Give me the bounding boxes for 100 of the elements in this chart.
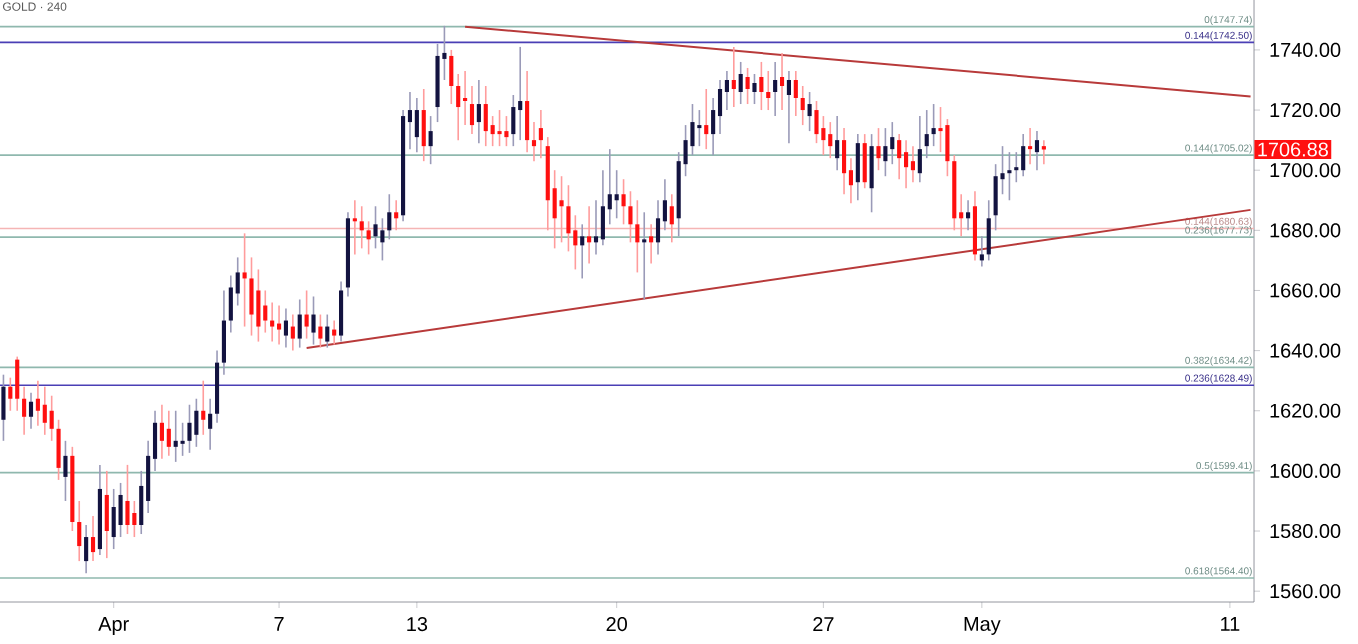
candlestick xyxy=(249,256,254,337)
candlestick xyxy=(166,409,171,457)
candlestick xyxy=(42,385,47,436)
candlestick xyxy=(979,235,984,268)
candlestick xyxy=(456,73,461,141)
y-tick-label: 1640.00 xyxy=(1270,343,1341,358)
candlestick xyxy=(84,524,89,574)
candlestick xyxy=(228,274,233,334)
candlestick xyxy=(276,304,282,346)
candlestick xyxy=(573,214,578,271)
candlestick xyxy=(56,418,61,481)
candlestick xyxy=(421,88,426,162)
candlestick xyxy=(325,313,330,349)
candlestick xyxy=(28,391,34,430)
candlestick xyxy=(1028,127,1033,165)
candlestick xyxy=(890,121,895,165)
candlestick xyxy=(469,85,475,135)
candlestick xyxy=(221,289,226,376)
candlestick xyxy=(111,488,116,550)
candlestick xyxy=(724,70,729,111)
candlestick xyxy=(283,307,289,349)
candlestick xyxy=(394,199,399,232)
candlestick xyxy=(538,109,543,159)
y-tick-label: 1680.00 xyxy=(1270,223,1341,238)
candlestick xyxy=(587,205,592,265)
candlestick xyxy=(897,133,902,181)
candlestick xyxy=(841,127,847,196)
candlestick xyxy=(1021,133,1026,178)
candlestick xyxy=(525,70,530,153)
candlestick xyxy=(593,199,599,256)
candlestick xyxy=(600,169,605,247)
candlestick xyxy=(669,193,674,244)
candlestick xyxy=(187,403,192,454)
x-tick-label: 7 xyxy=(274,617,284,631)
candlestick xyxy=(518,46,523,141)
y-tick-label: 1580.00 xyxy=(1270,523,1341,539)
y-tick-label: 1740.00 xyxy=(1270,42,1341,57)
candlestick xyxy=(359,205,364,250)
candlestick xyxy=(711,97,716,156)
candlestick xyxy=(15,355,20,412)
candlestick xyxy=(463,70,468,126)
candlestick xyxy=(966,199,971,232)
candlestick xyxy=(180,421,185,457)
candlestick xyxy=(869,133,874,214)
candlestick xyxy=(876,127,881,171)
y-tick-label: 1660.00 xyxy=(1270,283,1341,298)
candlestick xyxy=(903,139,909,190)
candlestick xyxy=(77,500,82,562)
candlestick xyxy=(49,394,54,442)
candlestick xyxy=(1,373,6,442)
candlestick xyxy=(304,289,309,340)
candlestick xyxy=(352,199,357,256)
candlestick xyxy=(917,115,922,184)
candlestick xyxy=(263,289,268,334)
candlestick xyxy=(118,482,123,538)
candlestick xyxy=(786,70,791,144)
candlestick xyxy=(449,49,454,105)
candlestick xyxy=(807,91,812,132)
candlestick xyxy=(759,61,764,111)
candlestick xyxy=(697,109,702,147)
candlestick xyxy=(793,70,798,117)
candlestick xyxy=(642,211,647,301)
candlestick xyxy=(814,100,819,144)
candlestick xyxy=(208,397,213,451)
x-tick-label: 27 xyxy=(813,617,834,631)
candlestick xyxy=(373,205,378,250)
candlestick xyxy=(621,178,626,226)
candlestick xyxy=(690,103,695,156)
candlestick xyxy=(862,133,867,190)
candlestick xyxy=(414,97,419,153)
candlestick xyxy=(311,295,316,346)
candlestick xyxy=(173,409,178,463)
y-tick-label: 1620.00 xyxy=(1270,403,1341,418)
candlestick xyxy=(580,223,585,280)
candlestick xyxy=(1034,130,1040,171)
candlestick xyxy=(628,190,633,244)
candlestick xyxy=(483,85,488,147)
candlestick xyxy=(945,118,950,178)
candlestick xyxy=(125,464,130,535)
candlestick xyxy=(910,145,916,184)
candlestick xyxy=(90,515,96,562)
candlestick xyxy=(835,115,840,171)
candlestick xyxy=(531,121,537,162)
candlestick xyxy=(704,88,709,150)
candlestick xyxy=(566,184,571,253)
candlestick xyxy=(1041,139,1046,165)
candlestick xyxy=(559,175,564,244)
candlestick xyxy=(738,61,743,105)
candlestick xyxy=(800,85,805,126)
candlestick xyxy=(332,319,337,346)
candlestick xyxy=(1007,151,1012,202)
candlestick xyxy=(366,220,371,256)
candlestick xyxy=(717,79,723,135)
candlestick xyxy=(993,163,998,232)
candlestick xyxy=(380,217,385,262)
candlestick xyxy=(63,440,68,502)
candlestick xyxy=(614,169,619,220)
candlestick xyxy=(428,115,433,165)
candlestick xyxy=(22,385,27,436)
candlestick xyxy=(855,133,860,202)
